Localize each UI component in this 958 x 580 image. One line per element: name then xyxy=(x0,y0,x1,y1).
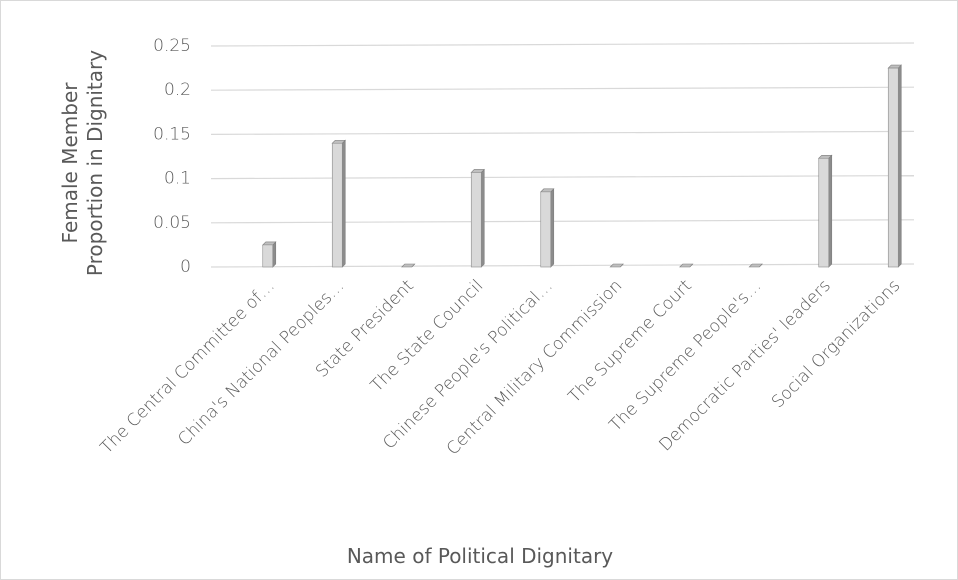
grid-line xyxy=(210,175,915,180)
bar-top xyxy=(748,263,763,268)
bar xyxy=(470,172,482,268)
y-tick-label: 0.2 xyxy=(164,80,191,100)
bar xyxy=(262,244,274,268)
y-tick-label: 0 xyxy=(180,257,191,277)
bar-side xyxy=(272,241,277,268)
grid-line xyxy=(210,263,915,268)
bar-top xyxy=(609,263,624,268)
bar-side xyxy=(480,168,485,268)
bar-side xyxy=(897,64,902,268)
grid-line xyxy=(210,130,915,135)
bar xyxy=(540,191,552,268)
bar-side xyxy=(550,188,555,268)
bar xyxy=(887,67,899,268)
bar-top xyxy=(679,263,694,268)
grid-line xyxy=(210,219,915,224)
y-axis-title: Female Member Proportion in Dignitary xyxy=(58,49,107,277)
grid-line xyxy=(210,42,915,47)
y-tick-label: 0.25 xyxy=(153,36,191,56)
y-tick-label: 0.15 xyxy=(153,124,191,144)
bar xyxy=(818,157,830,268)
x-axis-title: Name of Political Dignitary xyxy=(346,544,614,568)
x-tick-label: The Supreme Court xyxy=(565,276,696,407)
bar-top xyxy=(401,263,416,268)
y-tick-label: 0.05 xyxy=(153,213,191,233)
bar-side xyxy=(341,139,346,268)
bar-side xyxy=(828,154,833,268)
y-tick-label: 0.1 xyxy=(164,169,191,189)
grid-line xyxy=(210,86,915,91)
bar xyxy=(331,142,343,268)
x-tick-label: Social Organizations xyxy=(768,276,904,412)
